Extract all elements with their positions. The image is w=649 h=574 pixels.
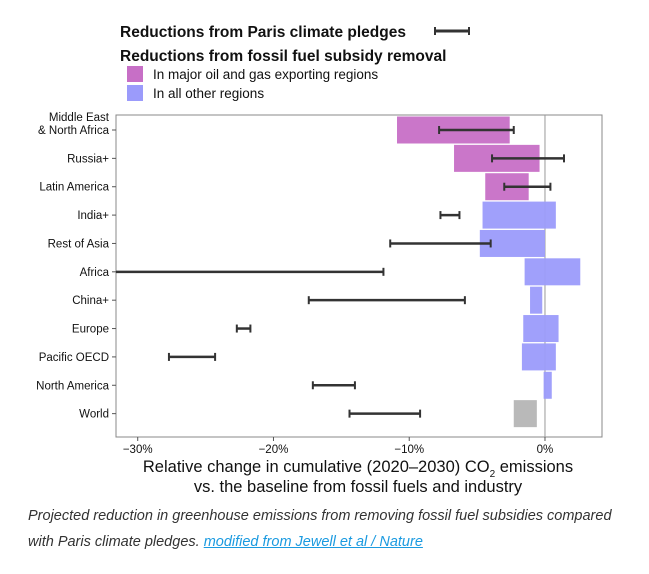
y-tick-label: Africa	[80, 267, 110, 279]
figure-caption: Projected reduction in greenhouse emissi…	[28, 503, 638, 555]
y-tick-label: Middle East	[49, 112, 110, 124]
subsidy-bar	[482, 201, 556, 229]
legend-label-oil: In major oil and gas exporting regions	[153, 67, 378, 82]
subsidy-bar	[530, 286, 543, 314]
subsidy-bar	[543, 371, 552, 399]
y-tick-label: Pacific OECD	[39, 352, 109, 364]
legend-swatch-oil	[127, 66, 143, 82]
y-tick-label: North America	[36, 380, 109, 392]
subsidy-bar	[524, 258, 581, 286]
legend-errorbar-label: Reductions from Paris climate pledges	[120, 24, 406, 41]
y-tick-label: & North Africa	[38, 125, 110, 137]
x-tick-label: 0%	[537, 444, 554, 456]
y-tick-label: Russia+	[67, 153, 109, 165]
legend-errorbar-symbol	[434, 27, 470, 35]
caption-text: Projected reduction in greenhouse emissi…	[28, 508, 612, 550]
chart: Reductions from Paris climate pledges Re…	[36, 24, 603, 496]
x-tick-label: −10%	[394, 444, 424, 456]
y-tick-label: Europe	[72, 324, 109, 336]
legend-swatch-other	[127, 85, 143, 101]
y-tick-label: World	[79, 409, 109, 421]
y-tick-label: India+	[77, 210, 109, 222]
legend-bars-heading: Reductions from fossil fuel subsidy remo…	[120, 48, 446, 65]
source-link[interactable]: modified from Jewell et al / Nature	[203, 534, 423, 550]
subsidy-bar	[521, 343, 556, 371]
subsidy-bar	[513, 400, 537, 428]
x-tick-label: −20%	[259, 444, 289, 456]
x-axis-title-line2: vs. the baseline from fossil fuels and i…	[194, 478, 523, 496]
x-tick-label: −30%	[123, 444, 153, 456]
y-tick-label: Latin America	[39, 182, 109, 194]
y-tick-label: Rest of Asia	[48, 238, 110, 250]
legend-label-other: In all other regions	[153, 86, 264, 101]
x-axis-title-line1: Relative change in cumulative (2020–2030…	[143, 458, 573, 480]
y-tick-label: China+	[72, 295, 109, 307]
legend: Reductions from Paris climate pledges Re…	[120, 24, 470, 101]
subsidy-bar	[523, 315, 559, 343]
